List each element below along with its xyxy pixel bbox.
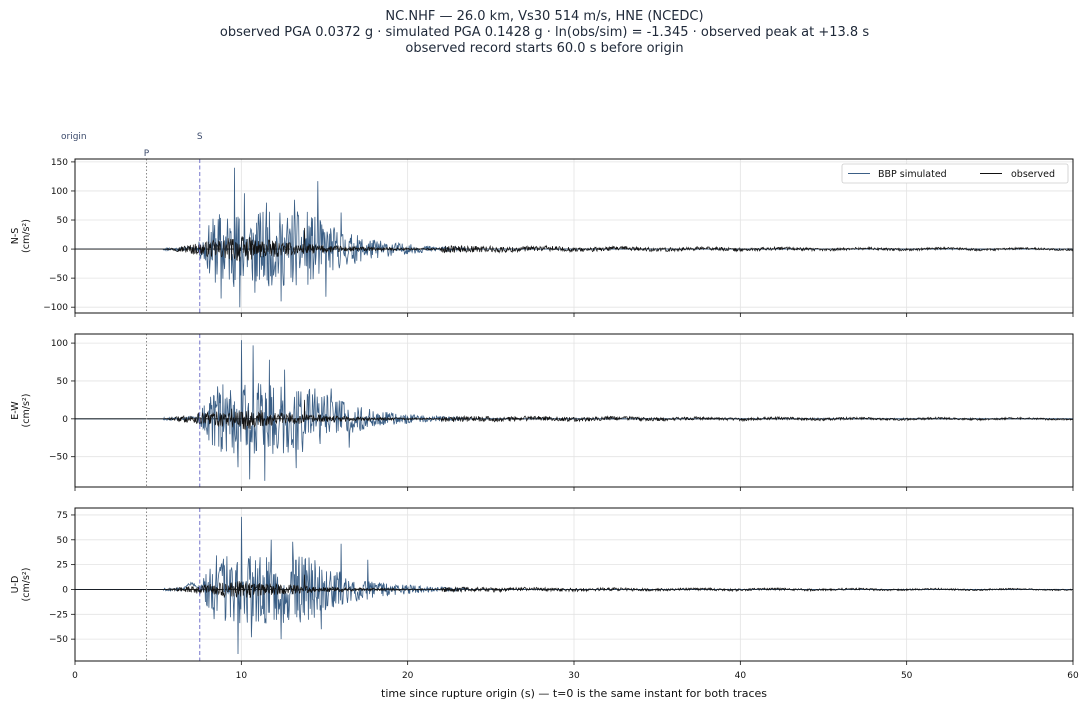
- s-arrival-label: S: [197, 132, 203, 142]
- observed-trace: [75, 227, 1073, 262]
- origin-marker-label: origin: [61, 132, 87, 142]
- panel-e-w: −50 0 50 100 E-W (cm/s²): [10, 333, 1074, 491]
- panel-u-d: −50 −25 0 25 50 75 U-D (cm/s²) 0 10 20 30 40 50 60: [10, 507, 1079, 681]
- x-tick-label: 20: [402, 671, 414, 681]
- y-tick-label: 0: [62, 245, 68, 255]
- y-tick-label: 75: [57, 511, 68, 521]
- y-tick-label: 100: [51, 187, 68, 197]
- legend: BBP simulated observed: [841, 163, 1069, 184]
- x-tick-label: 50: [901, 671, 913, 681]
- y-tick-label: 50: [57, 536, 69, 546]
- chart-title-line-2: observed PGA 0.0372 g · simulated PGA 0.…: [219, 25, 870, 40]
- x-tick-label: 40: [735, 671, 747, 681]
- p-arrival-label: P: [144, 149, 150, 159]
- y-axis-label: U-D: [10, 576, 21, 594]
- y-tick-label: −50: [49, 635, 68, 645]
- y-tick-label: 0: [62, 585, 68, 595]
- y-axis-label: (cm/s²): [21, 394, 32, 428]
- x-tick-label: 0: [72, 671, 78, 681]
- y-tick-label: −25: [49, 610, 68, 620]
- chart-title-line-3: observed record starts 60.0 s before ori…: [405, 41, 684, 56]
- x-tick-label: 30: [568, 671, 580, 681]
- x-tick-label: 10: [236, 671, 248, 681]
- y-axis-label: (cm/s²): [21, 568, 32, 602]
- y-tick-label: 25: [57, 561, 68, 571]
- x-tick-label: 60: [1067, 671, 1079, 681]
- legend-simulated-label: BBP simulated: [878, 169, 947, 180]
- legend-observed-label: observed: [1011, 169, 1055, 180]
- observed-trace: [75, 399, 1073, 430]
- y-axis-label: (cm/s²): [21, 219, 32, 253]
- y-axis-label: N-S: [10, 228, 21, 245]
- y-tick-label: 50: [57, 216, 69, 226]
- legend-box: [841, 163, 1069, 184]
- x-axis-label: time since rupture origin (s) — t=0 is t…: [381, 687, 767, 700]
- y-tick-label: 50: [57, 377, 69, 387]
- y-tick-label: 100: [51, 339, 68, 349]
- y-tick-label: 150: [51, 158, 68, 168]
- y-tick-label: −50: [49, 453, 68, 463]
- y-tick-label: −50: [49, 274, 68, 284]
- y-tick-label: 0: [62, 415, 68, 425]
- panel-n-s: −100 −50 0 50 100 150 N-S (cm/s²) BBP simulated o…: [10, 158, 1074, 317]
- observed-trace: [75, 574, 1073, 599]
- y-tick-label: −100: [43, 303, 68, 313]
- chart-title-line-1: NC.NHF — 26.0 km, Vs30 514 m/s, HNE (NCE…: [385, 9, 704, 24]
- y-axis-label: E-W: [10, 401, 21, 420]
